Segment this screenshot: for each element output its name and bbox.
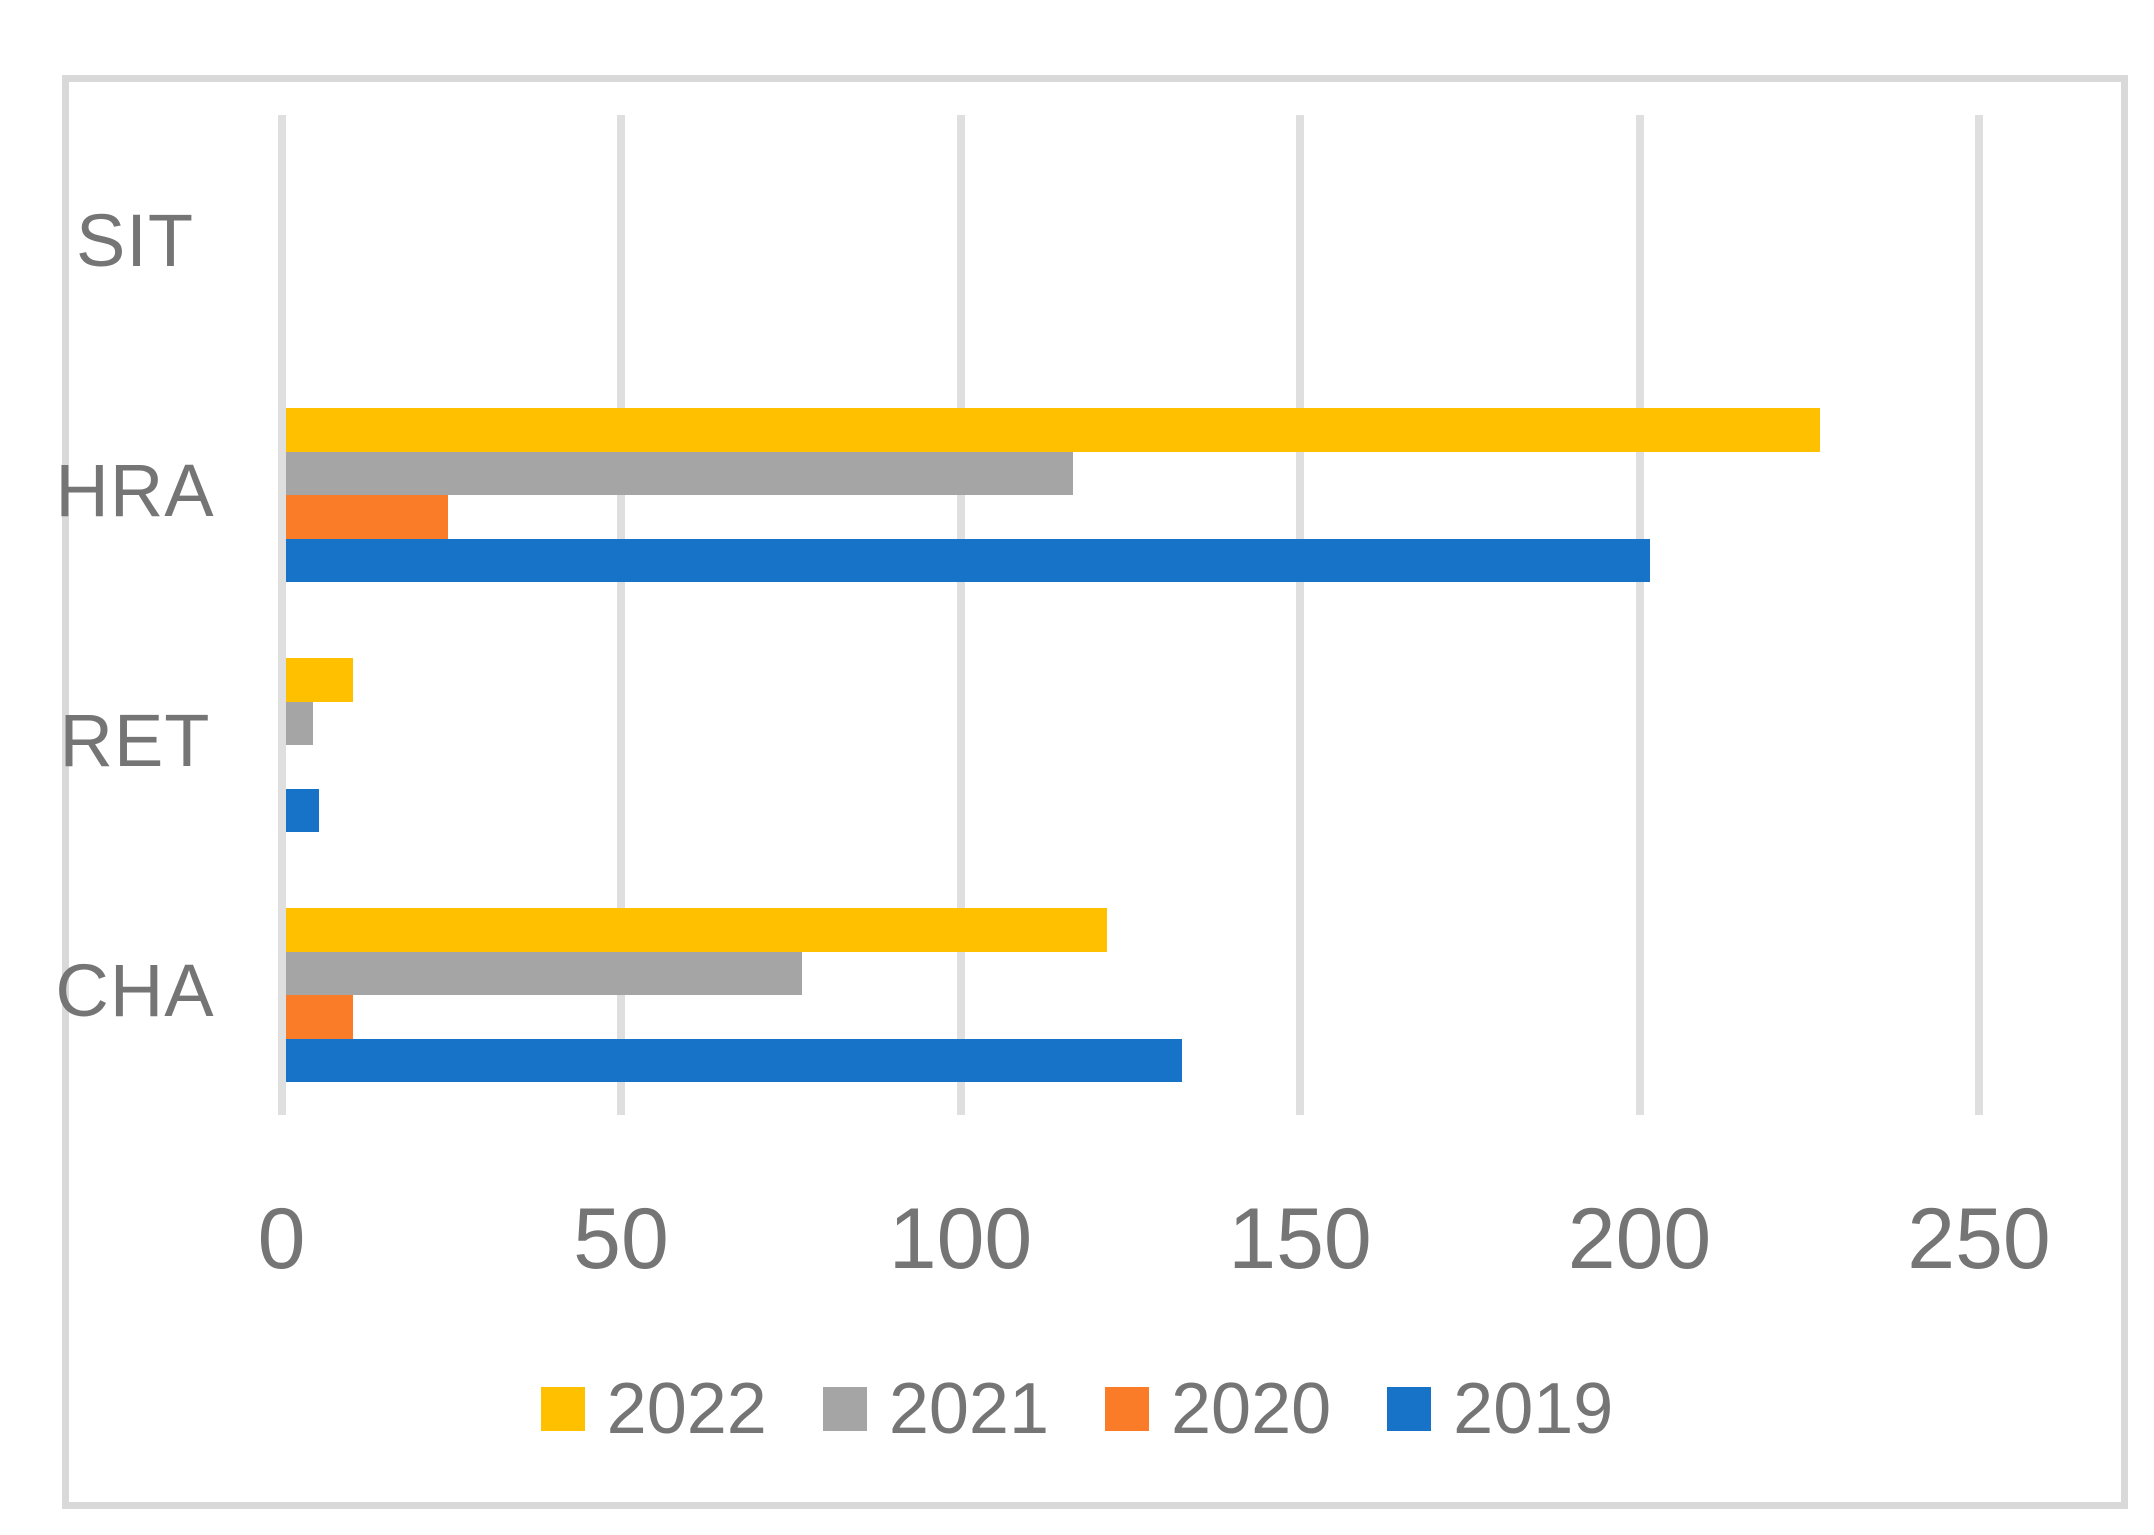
x-axis-tick-label: 150 — [1228, 1191, 1372, 1287]
legend-label: 2019 — [1453, 1369, 1614, 1449]
gridline-x-50 — [617, 115, 625, 1115]
gridline-x-100 — [956, 115, 965, 1115]
y-axis-category-label-hra: HRA — [55, 448, 215, 532]
y-axis-category-label-cha: CHA — [55, 948, 215, 1032]
legend-swatch-icon — [1105, 1387, 1149, 1431]
bar-hra-2020 — [285, 495, 449, 539]
gridline-x-200 — [1635, 115, 1644, 1115]
gridline-x-150 — [1296, 115, 1304, 1115]
bar-hra-2021 — [285, 451, 1074, 495]
bar-hra-2019 — [285, 538, 1651, 582]
chart-outer-border — [62, 75, 2128, 1509]
x-axis-tick-label: 250 — [1907, 1191, 2051, 1287]
legend-label: 2022 — [606, 1369, 767, 1449]
bar-hra-2022 — [285, 408, 1821, 452]
legend-item-2019: 2019 — [1387, 1368, 1613, 1450]
bar-ret-2021 — [285, 701, 313, 745]
bar-ret-2022 — [285, 658, 354, 702]
y-axis-category-label-sit: SIT — [75, 198, 195, 282]
gridline-x-250 — [1975, 115, 1983, 1115]
legend-item-2022: 2022 — [540, 1368, 767, 1450]
y-axis-category-label-ret: RET — [59, 698, 211, 782]
legend-swatch-icon — [540, 1387, 585, 1431]
legend-swatch-icon — [822, 1387, 867, 1431]
legend-swatch-icon — [1387, 1387, 1432, 1431]
legend-item-2021: 2021 — [822, 1368, 1049, 1450]
x-axis-tick-label: 200 — [1567, 1191, 1712, 1287]
bar-ret-2019 — [285, 788, 320, 832]
bar-cha-2020 — [285, 995, 354, 1039]
x-axis-tick-label: 0 — [257, 1191, 306, 1287]
legend-label: 2020 — [1171, 1369, 1332, 1449]
bar-cha-2021 — [285, 951, 802, 995]
bar-cha-2019 — [285, 1038, 1182, 1082]
legend: 2022 2021 2020 2019 — [0, 1368, 2154, 1450]
x-axis-tick-label: 100 — [888, 1191, 1033, 1287]
legend-item-2020: 2020 — [1105, 1368, 1331, 1450]
legend-label: 2021 — [888, 1369, 1049, 1449]
x-axis-tick-label: 50 — [573, 1191, 669, 1287]
bar-cha-2022 — [285, 908, 1108, 952]
gridline-x-0 — [277, 115, 286, 1115]
